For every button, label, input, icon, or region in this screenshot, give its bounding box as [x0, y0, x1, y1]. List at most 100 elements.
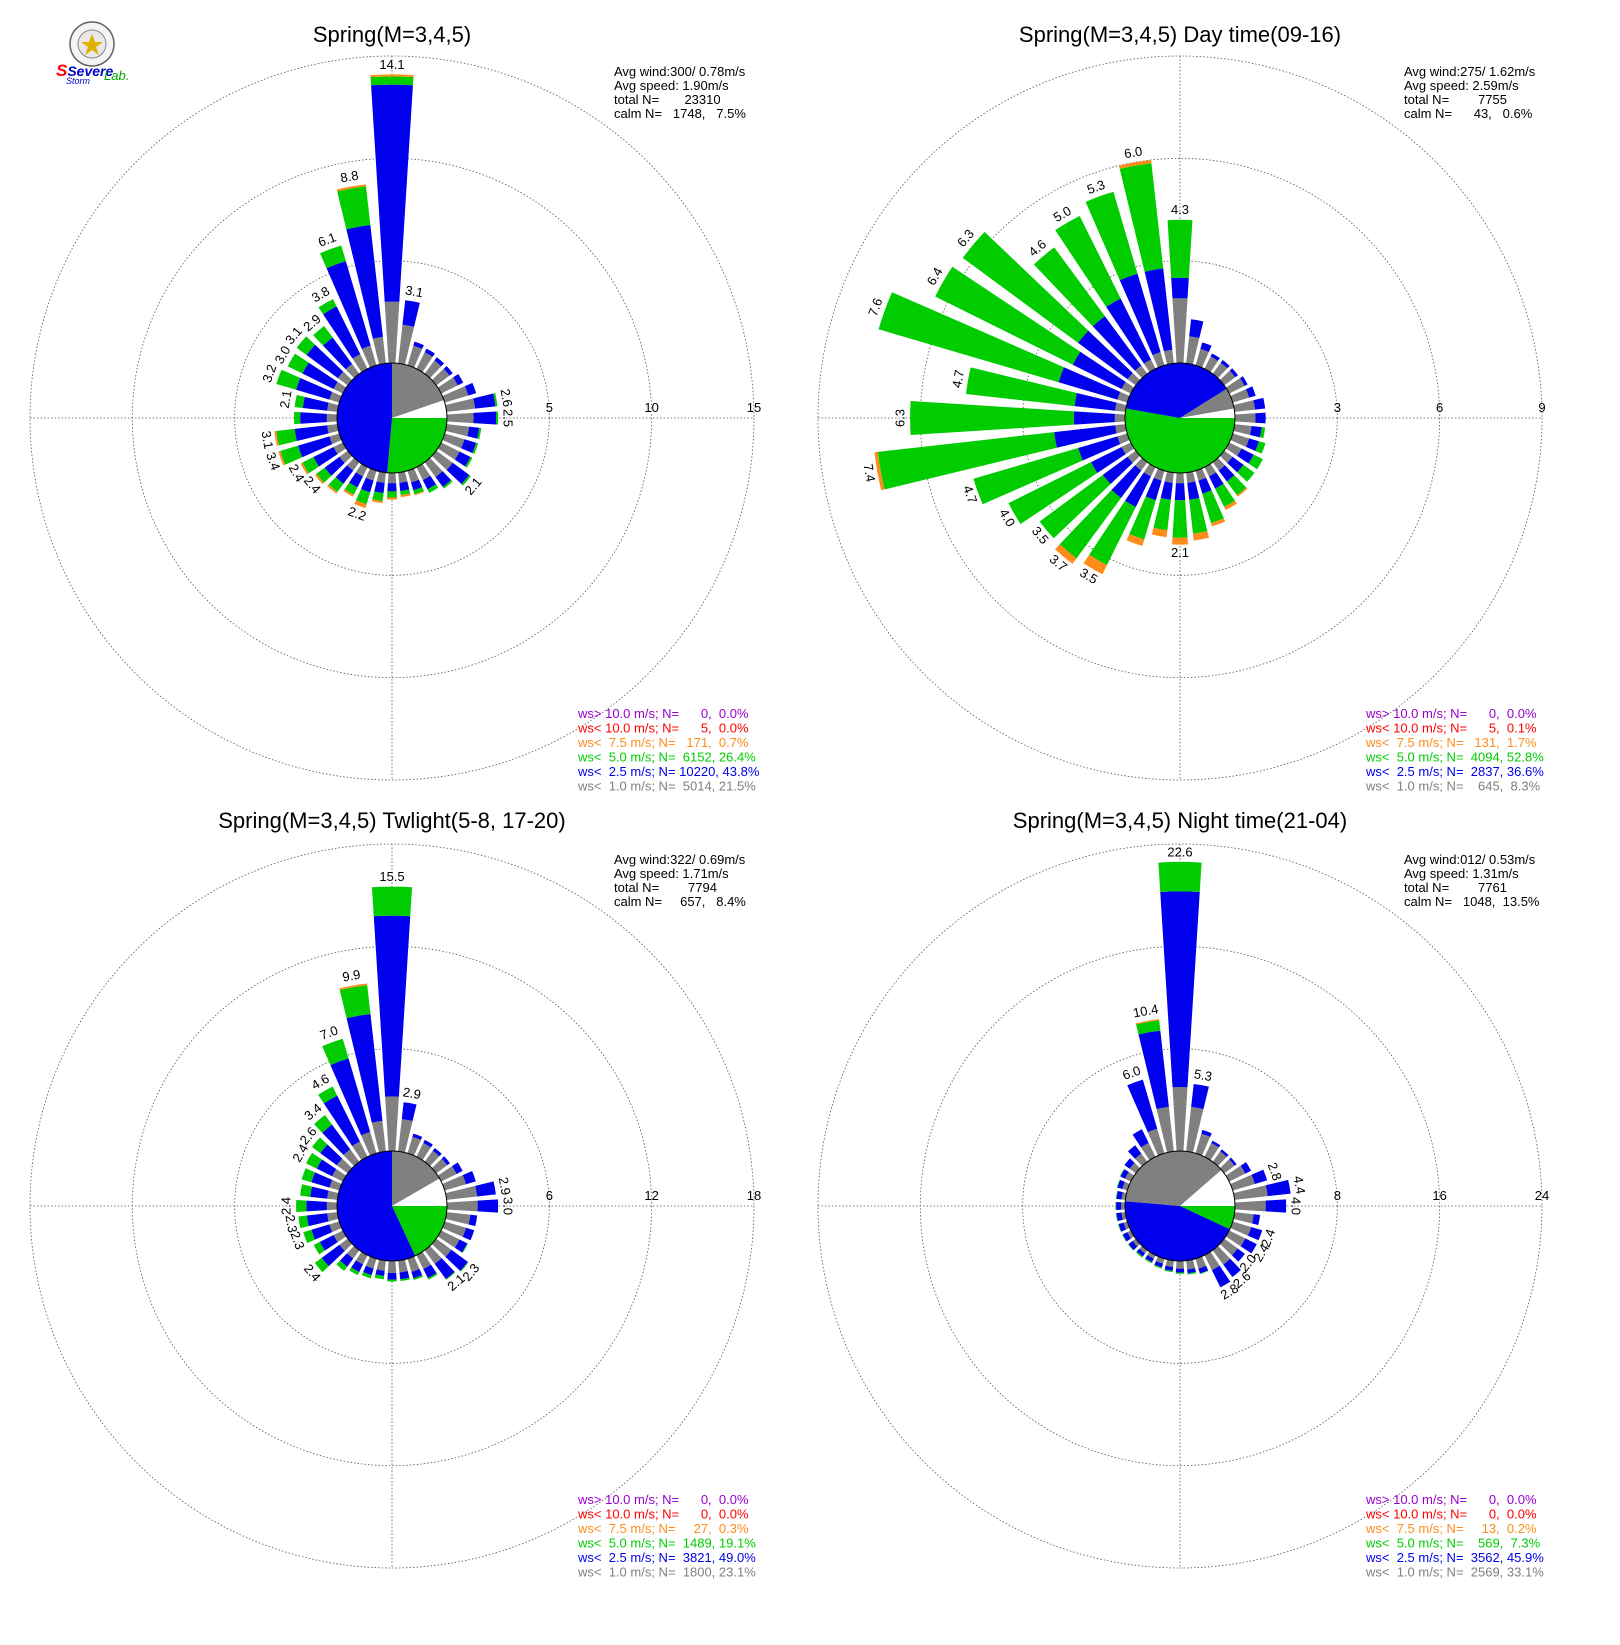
- calm-pie: [1124, 362, 1236, 474]
- bar-segment-green: [301, 1168, 316, 1183]
- bar-segment-gray: [398, 324, 415, 365]
- legend-entry: ws< 1.0 m/s; N= 645, 8.3%: [1365, 779, 1541, 794]
- bar-segment-green: [962, 231, 1089, 343]
- bar-segment-blue: [1252, 1214, 1261, 1225]
- legend-entry: ws< 1.0 m/s; N= 5014, 21.5%: [577, 779, 756, 794]
- wind-bar-50: [431, 365, 453, 386]
- bar-segment-blue: [1189, 319, 1204, 339]
- wind-bar-60: [1225, 376, 1248, 394]
- bar-segment-gray: [424, 457, 443, 478]
- wind-bar-40: [424, 1148, 442, 1167]
- wind-bar-90: 2.5: [446, 409, 516, 427]
- bar-segment-gray: [1135, 1153, 1148, 1167]
- bar-segment-gray: [352, 354, 368, 373]
- ring-label: 6: [1436, 400, 1443, 415]
- bar-segment-blue: [435, 471, 452, 487]
- ring-label: 16: [1432, 1188, 1446, 1203]
- bar-segment-blue: [1240, 1162, 1252, 1174]
- wind-bar-350: 10.4: [1132, 1001, 1174, 1153]
- bar-segment-blue: [1231, 1248, 1245, 1262]
- bar-segment-green: [1119, 1168, 1125, 1177]
- bar-segment-blue: [1191, 1083, 1209, 1110]
- bar-segment-blue: [1160, 481, 1173, 500]
- bar-segment-blue: [1078, 436, 1121, 461]
- bar-segment-blue: [1074, 393, 1117, 411]
- bar-segment-blue: [1229, 1157, 1237, 1166]
- wind-bar-200: [1126, 468, 1165, 547]
- bar-segment-green: [280, 445, 303, 465]
- bar-label: 14.1: [379, 57, 404, 72]
- bar-segment-orange: [354, 500, 367, 509]
- pie-slice: [1125, 1201, 1230, 1261]
- pie-slice: [336, 1151, 416, 1262]
- bar-segment-gray: [332, 1168, 347, 1182]
- bar-segment-blue: [1174, 483, 1186, 501]
- bar-segment-gray: [1195, 1133, 1211, 1156]
- wind-rose-panel-1: 5 10 1514.13.12.62.52.12.22.42.43.43.12.13…: [29, 22, 761, 794]
- bar-segment-blue: [1198, 477, 1212, 494]
- bar-segment-gray: [1219, 1238, 1238, 1256]
- wind-bar-150: [1204, 463, 1237, 511]
- bar-segment-green: [1259, 427, 1266, 439]
- bar-segment-gray: [1230, 433, 1250, 447]
- bar-segment-blue: [1116, 1190, 1123, 1200]
- bar-segment-orange: [1236, 487, 1248, 497]
- bar-label: 10.4: [1132, 1001, 1160, 1020]
- bar-segment-orange: [1151, 527, 1168, 538]
- wind-bar-290: [301, 1168, 342, 1191]
- bar-segment-gray: [398, 471, 408, 483]
- bar-segment-green: [442, 480, 453, 489]
- bar-segment-blue: [464, 382, 477, 396]
- bar-segment-green: [1089, 500, 1136, 566]
- panel-title: Spring(M=3,4,5) Twlight(5-8, 17-20): [218, 808, 565, 833]
- bar-segment-blue: [363, 1265, 374, 1276]
- bar-segment-blue: [1154, 1261, 1164, 1268]
- bar-segment-gray: [1117, 391, 1130, 403]
- wind-bar-320: [1127, 1145, 1148, 1167]
- wind-bar-80: 2.6: [445, 388, 515, 412]
- bar-segment-gray: [333, 1230, 347, 1243]
- bar-label: 6.0: [1120, 1063, 1142, 1083]
- bar-segment-gray: [1195, 1256, 1207, 1269]
- wind-bar-80: 4.4: [1233, 1175, 1308, 1200]
- bar-segment-gray: [442, 1221, 467, 1237]
- bar-segment-gray: [1132, 1238, 1141, 1247]
- bar-segment-gray: [1143, 463, 1156, 477]
- bar-segment-gray: [1121, 442, 1135, 455]
- legend-entry: ws> 10.0 m/s; N= 0, 0.0%: [1365, 1492, 1537, 1507]
- wind-bar-80: [1233, 397, 1266, 412]
- bar-segment-blue: [1229, 368, 1238, 378]
- bar-segment-blue: [1111, 465, 1142, 498]
- bar-segment-blue: [1265, 1199, 1287, 1213]
- bar-segment-orange: [1135, 1019, 1160, 1025]
- pie-slice: [1180, 1151, 1222, 1206]
- bar-segment-blue: [1136, 1248, 1146, 1257]
- wind-bar-170: [1186, 471, 1209, 541]
- bar-label: 3.4: [263, 450, 283, 472]
- legend-entry: ws< 1.0 m/s; N= 2569, 33.1%: [1365, 1565, 1544, 1580]
- wind-bar-100: [445, 424, 482, 440]
- bar-segment-gray: [1212, 1151, 1227, 1167]
- bar-segment-orange: [400, 493, 411, 498]
- bar-segment-green: [314, 1115, 333, 1133]
- bar-segment-green: [370, 76, 414, 86]
- bar-segment-green: [1215, 483, 1235, 507]
- wind-bar-270: [1115, 1201, 1126, 1211]
- bar-segment-green: [427, 1273, 438, 1280]
- bar-segment-gray: [333, 442, 347, 455]
- bar-segment-blue: [453, 373, 464, 386]
- bar-segment-blue: [423, 1264, 437, 1279]
- bar-segment-green: [336, 1260, 348, 1271]
- wind-bar-80: 2.9: [445, 1176, 514, 1200]
- calm-pie: [1124, 1150, 1236, 1262]
- bar-segment-blue: [411, 1268, 423, 1279]
- speed-legend: ws> 10.0 m/s; N= 0, 0.0%ws< 10.0 m/s; N=…: [577, 1492, 756, 1580]
- wind-bars: 4.32.13.53.73.54.04.77.46.34.77.66.46.3 4…: [860, 143, 1266, 587]
- bar-label: 8.8: [339, 168, 359, 186]
- bar-segment-orange: [314, 473, 325, 485]
- wind-bar-220: [336, 1245, 360, 1271]
- pie-slice: [1180, 363, 1227, 418]
- bar-label: 5.3: [1193, 1066, 1213, 1084]
- bar-segment-green: [1119, 163, 1164, 272]
- wind-bar-30: [416, 348, 435, 373]
